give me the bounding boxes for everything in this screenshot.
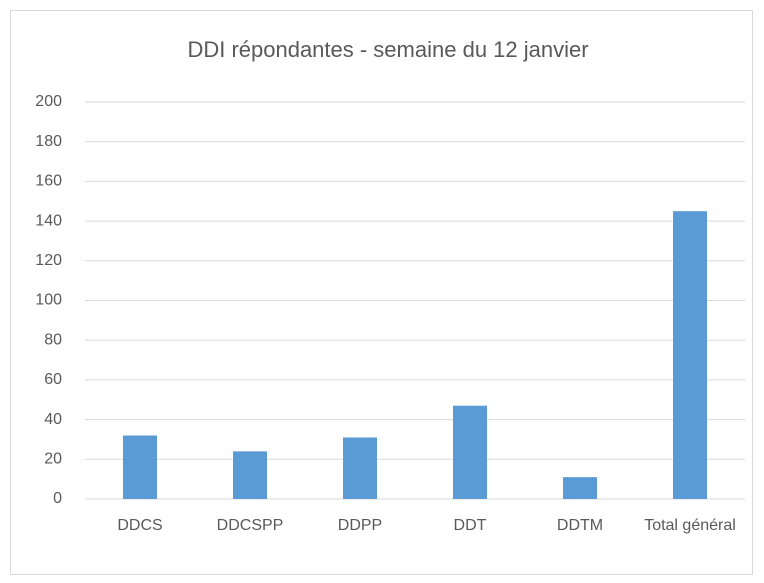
y-tick-label: 20	[44, 451, 62, 468]
bar	[123, 435, 157, 499]
chart-border	[10, 10, 753, 575]
bar	[673, 211, 707, 500]
bar	[233, 451, 267, 499]
y-tick-label: 40	[44, 411, 62, 428]
y-tick-label: 140	[35, 212, 62, 229]
y-tick-label: 0	[53, 490, 62, 507]
y-tick-label: 60	[44, 371, 62, 388]
chart-title: DDI répondantes - semaine du 12 janvier	[187, 37, 588, 62]
x-tick-label: DDCSPP	[217, 517, 284, 534]
y-tick-label: 80	[44, 331, 62, 348]
bar	[563, 477, 597, 499]
y-tick-label: 100	[35, 292, 62, 309]
y-tick-label: 200	[35, 93, 62, 110]
y-tick-label: 160	[35, 173, 62, 190]
x-tick-label: DDT	[454, 517, 487, 534]
x-tick-label: DDCS	[117, 517, 162, 534]
bar	[343, 437, 377, 499]
bar	[453, 405, 487, 499]
y-tick-label: 120	[35, 252, 62, 269]
y-tick-label: 180	[35, 133, 62, 150]
x-tick-label: Total général	[644, 517, 736, 534]
x-tick-label: DDPP	[338, 517, 382, 534]
x-tick-label: DDTM	[557, 517, 603, 534]
